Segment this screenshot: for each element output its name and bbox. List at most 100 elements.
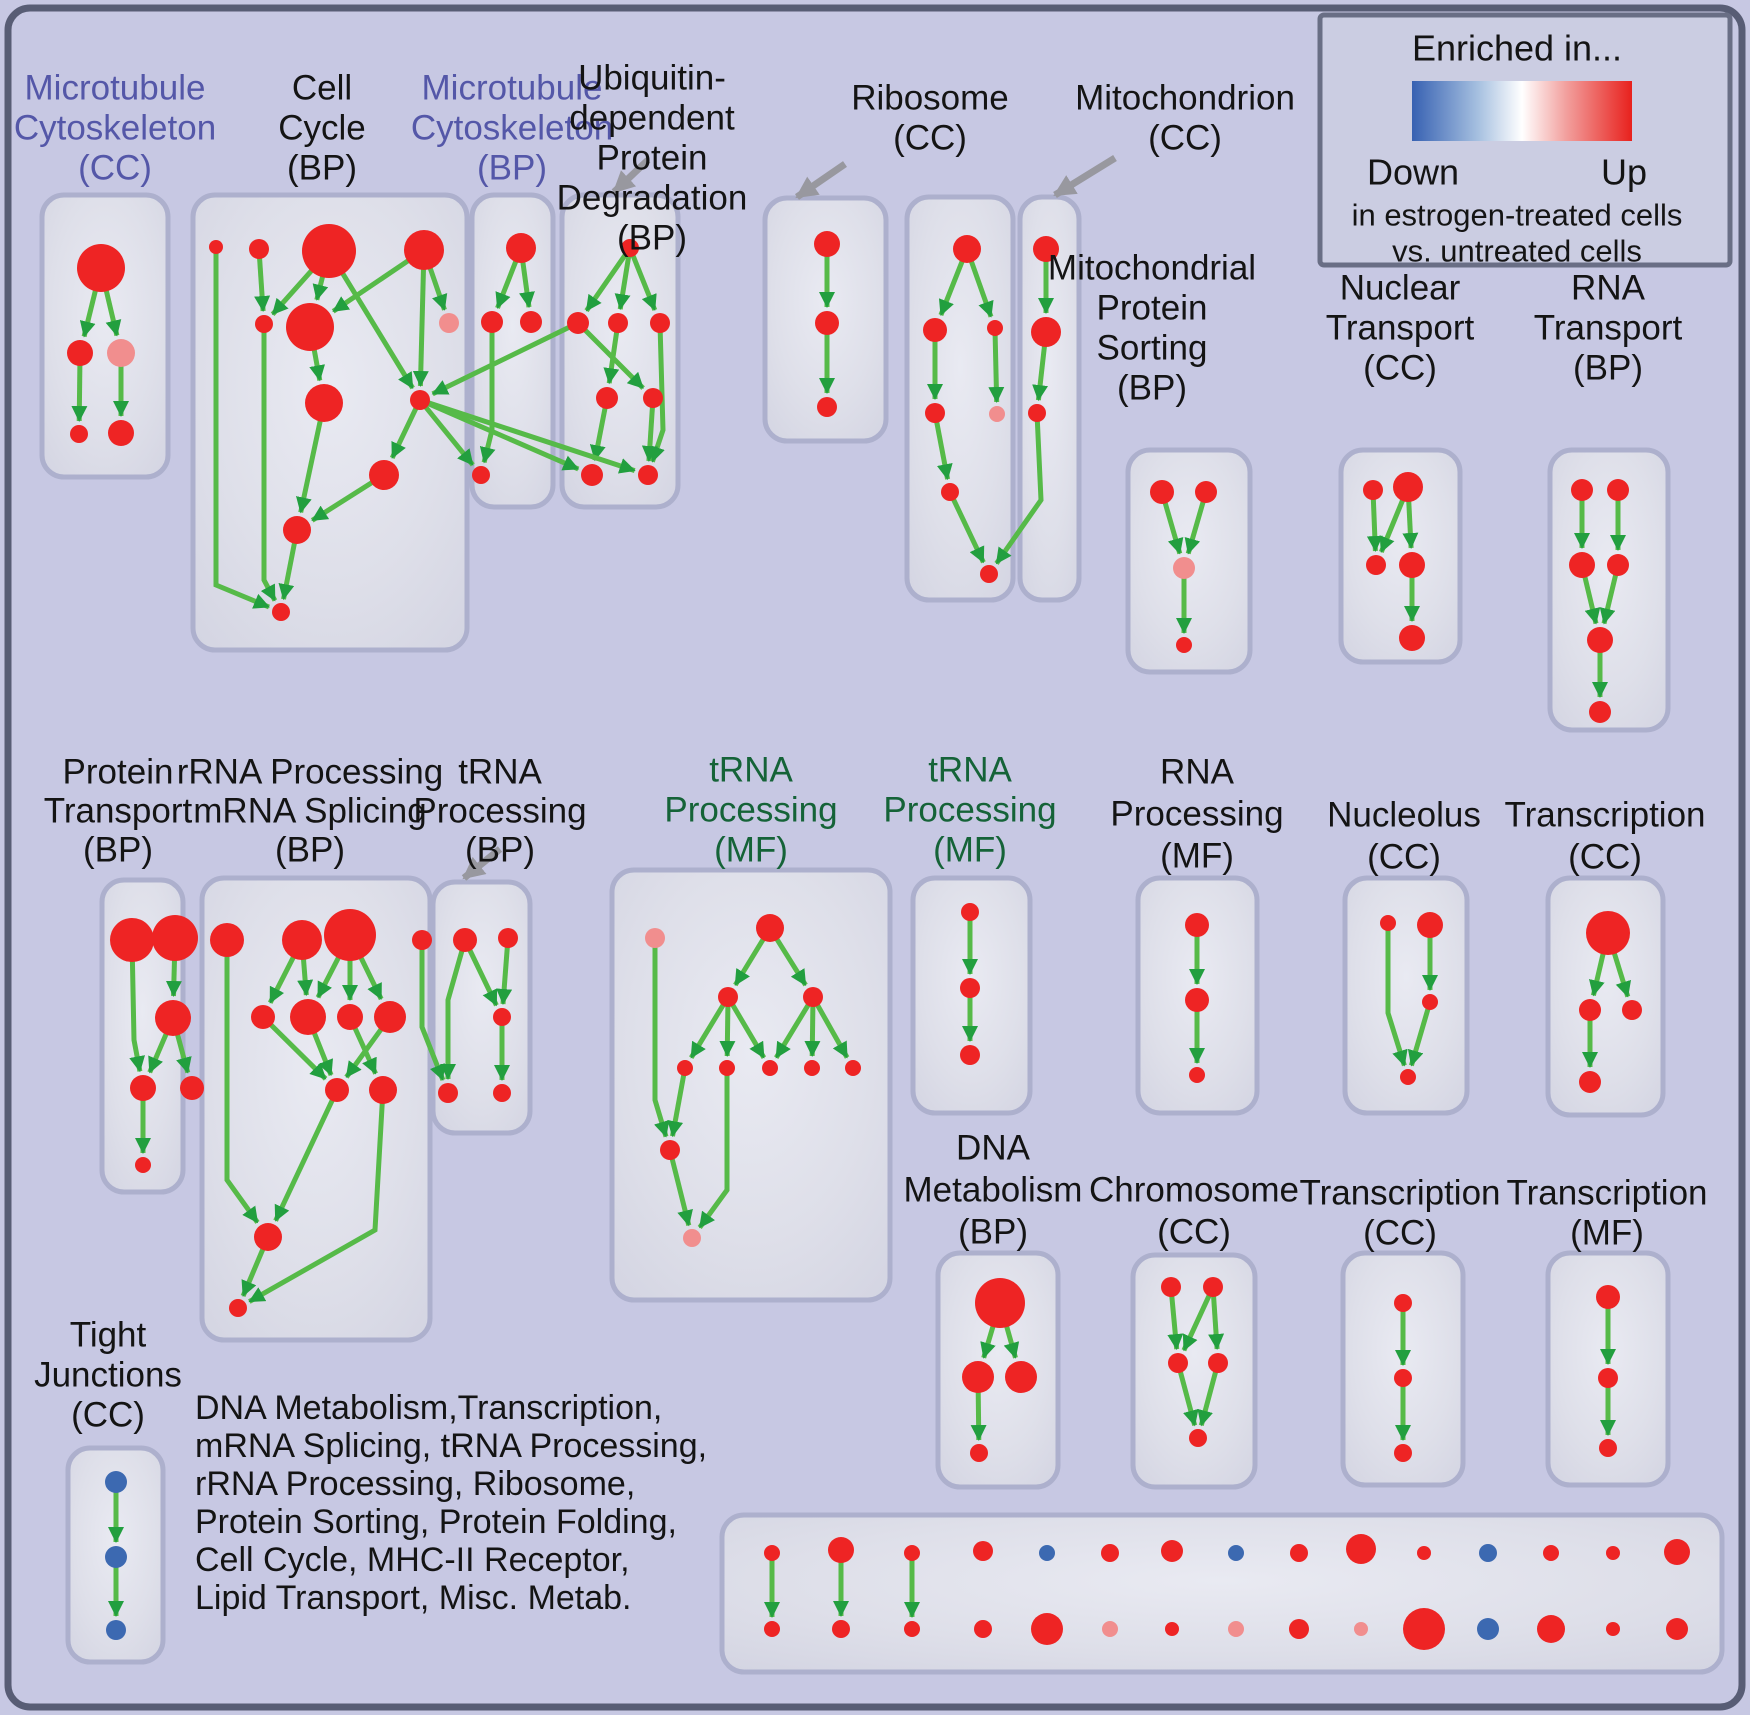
edge-arrow (1003, 1324, 1020, 1359)
go-term-node-misc_box-c10t (1346, 1534, 1376, 1564)
go-term-node-ribosome-top (953, 235, 981, 263)
edge-arrow (774, 936, 808, 987)
edge-arrow (1197, 1370, 1219, 1427)
edge-arrow (427, 266, 448, 311)
edge-arrow (1407, 1007, 1431, 1067)
cluster-label-ribosome-line0: Ribosome (851, 79, 1009, 118)
cluster-label-dnam-line2: (BP) (958, 1213, 1028, 1252)
cluster-label-pt-line1: Transport (44, 792, 193, 831)
edge-arrow (268, 1022, 328, 1081)
go-term-node-trna_mf1-r2 (719, 1060, 735, 1076)
edge-arrow (331, 258, 411, 314)
go-term-node-trans_cc3-b (1394, 1369, 1412, 1387)
legend-gradient-bar (1412, 81, 1632, 141)
go-term-node-trna_mf1-r3 (762, 1060, 778, 1076)
go-term-node-tj-a (105, 1471, 127, 1493)
go-term-node-cell_cycle-f (286, 303, 334, 351)
go-term-node-rrna-n1 (325, 1078, 349, 1102)
go-term-node-ubq2-n3 (817, 397, 837, 417)
go-term-node-mt_bp-left (481, 311, 503, 333)
edge-arrow (254, 256, 271, 312)
go-term-node-trans_cc3-c (1394, 1444, 1412, 1462)
cluster-label-cell_cycle-line1: Cycle (278, 109, 366, 148)
go-term-node-trans_cc2-big (1586, 911, 1630, 955)
cluster-label-rnat-line0: RNA (1571, 269, 1646, 308)
go-term-node-misc_box-c6b (1102, 1621, 1118, 1637)
edge-arrow (296, 419, 323, 514)
go-term-node-mt_cc-a (77, 244, 125, 292)
legend-title: Enriched in... (1412, 28, 1622, 69)
misc-categories-line5: Lipid Transport, Misc. Metab. (195, 1579, 632, 1617)
edge-arrow (309, 348, 325, 382)
go-term-node-rrna-m3 (337, 1004, 363, 1030)
go-term-node-rrna-m2 (290, 999, 326, 1035)
cluster-label-nuct-line1: Transport (1326, 309, 1475, 348)
go-term-node-misc_box-c13t (1543, 1545, 1559, 1561)
go-term-node-tj-c (106, 1620, 126, 1640)
go-term-node-misc_box-c14t (1606, 1546, 1620, 1560)
go-term-node-tj-b (105, 1546, 127, 1568)
edge-arrow (980, 1324, 996, 1359)
cluster-box-dnam (935, 1250, 1061, 1490)
cluster-label-ubq1-line1: dependent (569, 99, 735, 138)
go-term-node-cell_cycle-a (209, 240, 223, 254)
go-term-node-ribosome-l2 (923, 318, 947, 342)
go-term-node-nuct-tr (1393, 472, 1423, 502)
cluster-label-rrna-line0: rRNA Processing (177, 753, 443, 792)
cluster-label-trna_mf1-line1: Processing (664, 791, 837, 830)
go-term-node-misc_box-c14b (1606, 1622, 1620, 1636)
go-term-node-cell_cycle-k (283, 516, 311, 544)
go-term-node-nuct-ml (1366, 555, 1386, 575)
edge-arrow (267, 954, 297, 1004)
edge-arrow (1402, 499, 1419, 549)
edge-arrow (804, 1004, 821, 1057)
edge-arrow (667, 1073, 687, 1138)
edge-arrow (519, 260, 535, 309)
cluster-label-chromosome-line0: Chromosome (1089, 1171, 1299, 1210)
edge-arrow (938, 259, 965, 317)
cluster-label-mt_bp-line0: Microtubule (422, 69, 603, 108)
go-term-node-mt_cc-c (107, 339, 135, 367)
go-term-node-pt-m (155, 1000, 191, 1036)
cluster-box-mito (1017, 194, 1082, 603)
go-term-node-mps-b (1176, 637, 1192, 653)
go-term-node-cell_cycle-d (404, 230, 444, 270)
go-term-node-cell_cycle-l (272, 603, 290, 621)
go-term-node-trans_cc2-b (1579, 1071, 1601, 1093)
go-term-node-nucleolus-s (1380, 915, 1396, 931)
go-term-node-misc_box-c6t (1101, 1544, 1119, 1562)
label-pointer-arrow (795, 161, 847, 200)
cluster-box-nuct (1338, 447, 1463, 665)
go-term-node-chromosome-tr (1203, 1277, 1223, 1297)
go-term-node-mt_cc-d (70, 425, 88, 443)
go-term-node-rrna-m4 (374, 1001, 406, 1033)
go-term-node-nucleolus-b (1400, 1069, 1416, 1085)
cluster-label-mt_cc-line0: Microtubule (25, 69, 206, 108)
go-term-node-misc_box-c15b (1666, 1618, 1688, 1640)
legend-subtitle-1: in estrogen-treated cells (1352, 198, 1683, 233)
cluster-label-trna_bp-line1: Processing (413, 792, 586, 831)
cluster-label-rnap-line1: Processing (1110, 795, 1283, 834)
go-term-node-dnam-b (970, 1444, 988, 1462)
go-term-node-misc_box-c11t (1417, 1546, 1431, 1560)
edge-arrow (1589, 951, 1606, 997)
misc-categories-line2: rRNA Processing, Ribosome, (195, 1465, 635, 1503)
go-term-node-trna_mf2-c (960, 1045, 980, 1065)
go-term-node-ribosome-l3 (925, 403, 945, 423)
edge-arrow (1177, 1370, 1199, 1427)
edge-arrow (1385, 929, 1408, 1067)
edge-arrow (224, 955, 260, 1224)
edge-arrow (248, 1101, 385, 1304)
edge-arrow (1378, 498, 1406, 553)
go-term-node-trna_mf1-pb (683, 1229, 701, 1247)
go-term-node-rnat-bb (1589, 701, 1611, 723)
go-term-node-dnam-l (962, 1361, 994, 1393)
go-term-node-rrna-t4 (412, 930, 432, 950)
go-term-node-rrna-bot (229, 1299, 247, 1317)
go-term-node-pt-t2 (152, 915, 198, 961)
cluster-label-trans_cc3-line1: (CC) (1363, 1214, 1437, 1253)
misc-categories-line3: Protein Sorting, Protein Folding, (195, 1503, 677, 1541)
cluster-label-cell_cycle-line2: (BP) (287, 149, 357, 188)
go-term-node-mt_bp-bottom (472, 466, 490, 484)
